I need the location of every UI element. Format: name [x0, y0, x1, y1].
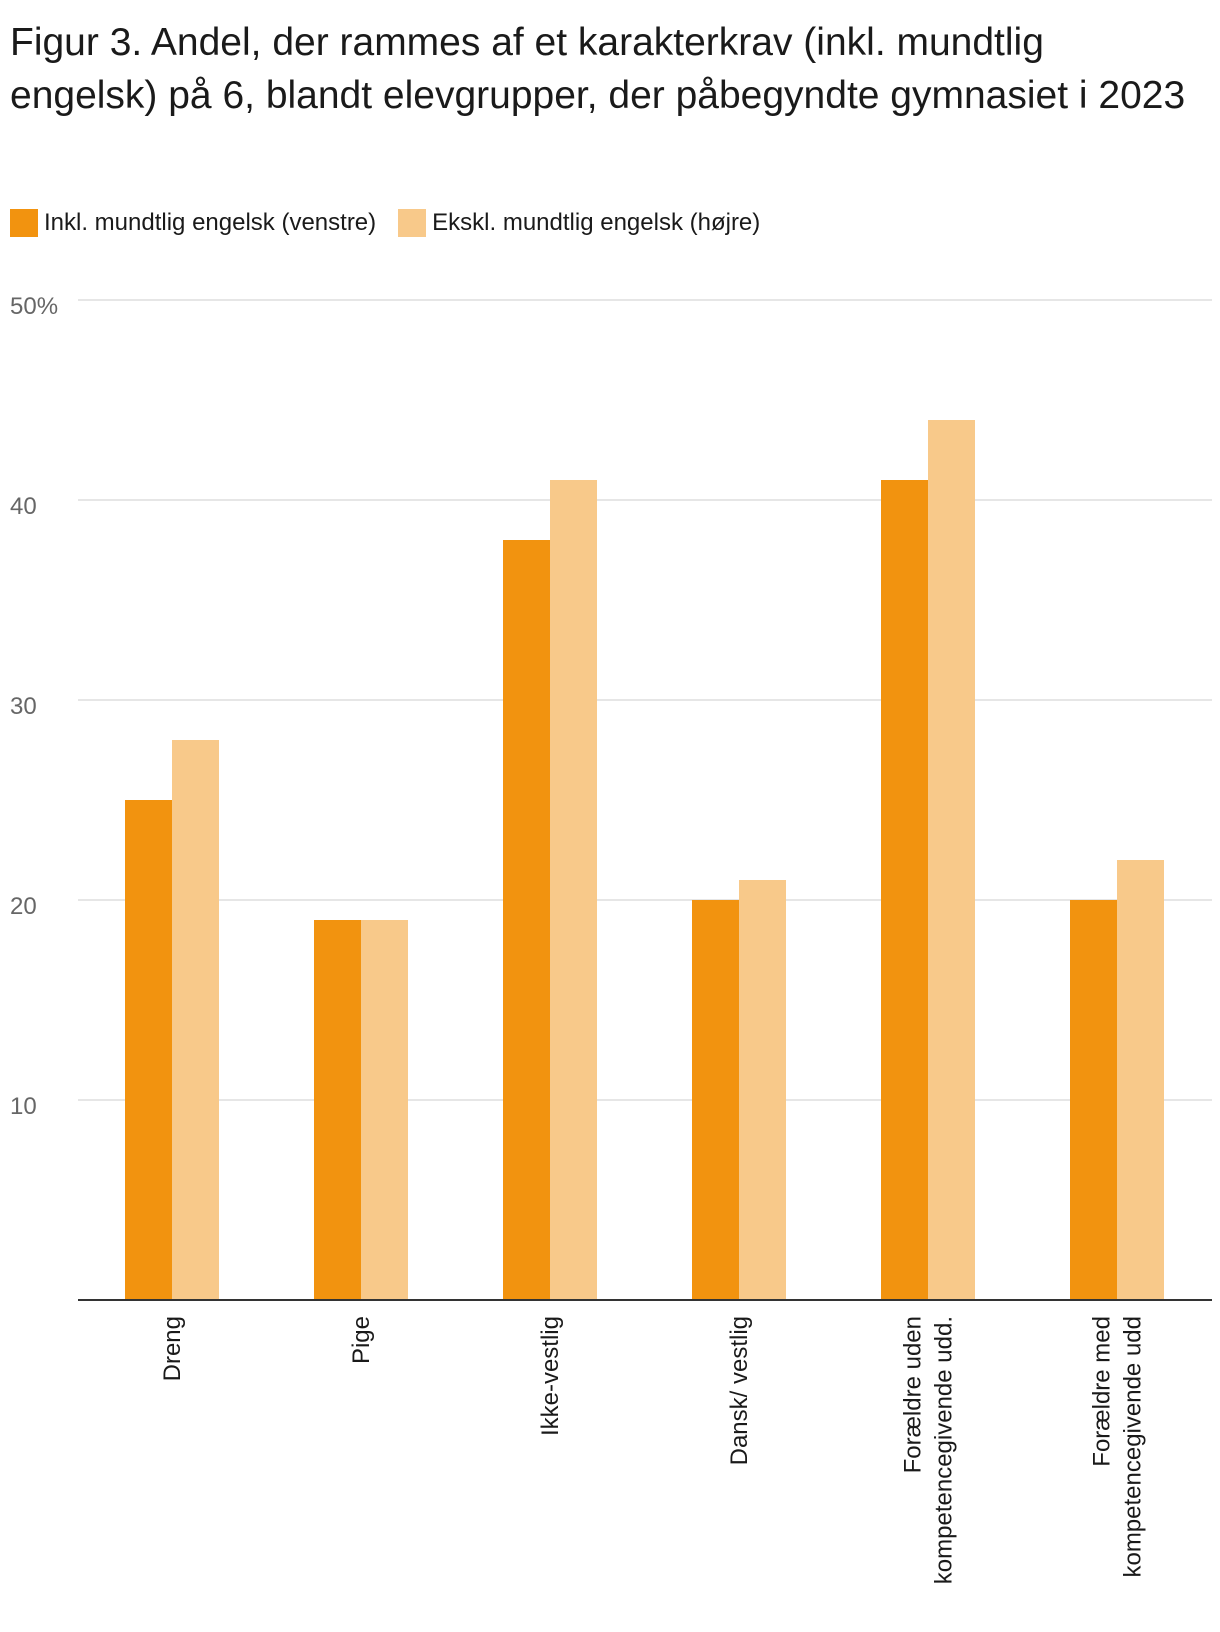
x-category-label: Forældre uden: [900, 1316, 927, 1473]
bar-ekskl: [1117, 860, 1164, 1300]
legend-swatch-inkl: [10, 209, 38, 237]
bar-ekskl: [928, 420, 975, 1300]
y-tick-label: 10: [10, 1093, 37, 1120]
x-category-label: Ikke-vestlig: [537, 1316, 564, 1436]
y-tick-label: 50%: [10, 293, 58, 320]
bar-inkl: [881, 480, 928, 1300]
bar-inkl: [692, 900, 739, 1300]
bar-inkl: [125, 800, 172, 1300]
bar-inkl: [314, 920, 361, 1300]
x-category-label: Dreng: [159, 1316, 186, 1381]
x-category-label: kompetencegivende udd: [1120, 1316, 1147, 1578]
chart-title: Figur 3. Andel, der rammes af et karakte…: [10, 21, 1186, 117]
legend: Inkl. mundtlig engelsk (venstre) Ekskl. …: [10, 209, 782, 237]
y-tick-label: 30: [10, 693, 37, 720]
bar-inkl: [1070, 900, 1117, 1300]
y-tick-label: 20: [10, 893, 37, 920]
bar-ekskl: [739, 880, 786, 1300]
bar-ekskl: [172, 740, 219, 1300]
legend-label-ekskl: Ekskl. mundtlig engelsk (højre): [432, 209, 761, 236]
legend-item-ekskl: Ekskl. mundtlig engelsk (højre): [398, 209, 760, 237]
bar-inkl: [503, 540, 550, 1300]
x-category-label: kompetencegivende udd.: [931, 1316, 958, 1584]
legend-item-inkl: Inkl. mundtlig engelsk (venstre): [10, 209, 376, 237]
x-category-label: Forældre med: [1089, 1316, 1116, 1467]
legend-swatch-ekskl: [398, 209, 427, 237]
bar-ekskl: [550, 480, 597, 1300]
x-category-label: Pige: [348, 1316, 375, 1364]
bar-ekskl: [361, 920, 408, 1300]
legend-label-inkl: Inkl. mundtlig engelsk (venstre): [44, 209, 377, 236]
y-tick-label: 40: [10, 493, 37, 520]
x-category-label: Dansk/ vestlig: [726, 1316, 753, 1465]
